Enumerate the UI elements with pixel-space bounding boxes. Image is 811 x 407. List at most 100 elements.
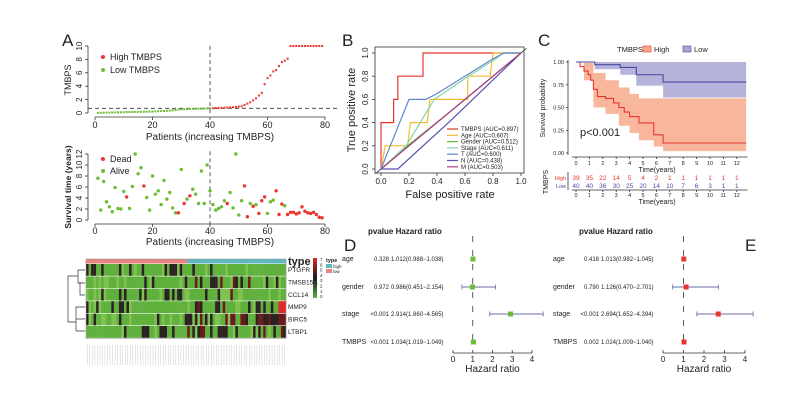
heatmap-cell	[202, 276, 206, 289]
heatmap-cell	[86, 276, 89, 289]
risk-count: 1	[735, 183, 739, 190]
heatmap-cell	[156, 326, 160, 338]
heatmap-cell	[187, 264, 190, 276]
heatmap-cell	[202, 301, 206, 313]
heatmap-cell	[192, 301, 196, 313]
hazard-ratio-marker	[470, 256, 476, 262]
heatmap-cell	[108, 288, 112, 301]
multivariate-forest-plot: pvalue Hazard ratio age 0.418 1.013(0.982−1…	[553, 227, 754, 375]
risk-point	[99, 111, 102, 114]
heatmap-cell	[116, 264, 120, 276]
heatmap-cell	[156, 301, 160, 313]
heatmap-cell	[159, 301, 163, 313]
p-value: <0.001	[580, 312, 599, 318]
heatmap-cell	[139, 301, 142, 313]
annotation-cell	[131, 259, 135, 264]
heatmap-cell	[159, 326, 163, 338]
heatmap-cell	[250, 288, 254, 301]
heatmap-cell	[192, 326, 196, 338]
colorscale-tick: 0	[320, 294, 323, 299]
heatmap-cell	[118, 264, 122, 276]
heatmap-cell	[126, 301, 130, 313]
heatmap-cell	[159, 288, 163, 301]
heatmap-cell	[242, 264, 246, 276]
heatmap-cell	[116, 301, 120, 313]
heatmap-cell	[169, 313, 173, 326]
annotation-cell	[207, 259, 211, 264]
risk-point	[306, 45, 309, 47]
risk-count: 3	[708, 183, 712, 190]
risk-count: 39	[572, 175, 580, 182]
x-tick-label: 3	[615, 161, 618, 167]
p-value: 0.002	[584, 340, 600, 346]
hazard-ratio-text: 1.024(1.009−1.040)	[601, 340, 654, 346]
annotation-legend-title: type	[326, 258, 337, 264]
heatmap-cell	[151, 276, 155, 289]
p-value: 0.972	[374, 285, 390, 291]
risk-count: 20	[639, 183, 647, 190]
annotation-cell	[96, 259, 99, 264]
heatmap-cell	[86, 301, 89, 313]
heatmap-cell	[144, 264, 147, 276]
heatmap-cell	[260, 276, 264, 289]
heatmap-cell	[275, 326, 279, 338]
heatmap-cell	[280, 326, 284, 338]
x-tick-label: 40	[205, 120, 215, 130]
dead-point	[280, 202, 284, 206]
heatmap-cell	[187, 313, 190, 326]
colorscale-tick: 1	[320, 289, 323, 294]
heatmap-cell	[283, 301, 287, 313]
dead-point	[245, 215, 250, 219]
heatmap-cell	[199, 313, 203, 326]
heatmap-cell	[121, 288, 125, 301]
heatmap-cell	[96, 301, 99, 313]
heatmap-cell	[248, 313, 251, 326]
heatmap-cell	[123, 326, 127, 338]
heatmap-cell	[134, 301, 137, 313]
heatmap-cell	[161, 313, 165, 326]
heatmap-cell	[217, 313, 221, 326]
heatmap-cell	[265, 276, 269, 289]
y-tick-label: 2	[75, 97, 84, 102]
heatmap-cell	[184, 288, 188, 301]
risk-point	[203, 107, 206, 110]
heatmap-cell	[154, 326, 158, 338]
dead-point	[142, 184, 146, 188]
annotation-cell	[225, 259, 228, 264]
risk-point	[286, 57, 289, 60]
roc-curve-age	[380, 52, 521, 170]
heatmap-cell	[260, 301, 264, 313]
risk-count: 14	[613, 175, 621, 182]
heatmap-cell	[146, 264, 150, 276]
heatmap-cell	[250, 264, 254, 276]
heatmap-cell	[207, 276, 211, 289]
gene-label: LTBP1	[288, 329, 308, 336]
heatmap-cell	[260, 288, 264, 301]
annotation-cell	[111, 259, 115, 264]
heatmap-cell	[182, 276, 185, 289]
heatmap-cell	[248, 276, 251, 289]
legend-label: N (AUC=0.438)	[461, 159, 502, 165]
risk-point	[197, 107, 200, 110]
heatmap-cell	[174, 276, 178, 289]
heatmap-cell	[253, 326, 256, 338]
heatmap-cell	[96, 326, 99, 338]
heatmap-cell	[111, 301, 115, 313]
annotation-cell	[189, 259, 193, 264]
alive-point	[116, 206, 120, 211]
x-tick-label: 0.0	[375, 177, 387, 186]
risk-point	[211, 107, 214, 110]
heatmap-cell	[204, 326, 208, 338]
x-tick-label: 1	[681, 355, 686, 364]
heatmap-cell	[146, 301, 150, 313]
dead-point	[317, 215, 321, 219]
heatmap-cell	[116, 326, 120, 338]
risk-point	[234, 105, 237, 108]
risk-point	[188, 107, 191, 110]
y-tick-label: 0.6	[361, 93, 370, 105]
risk-x-tick-label: 7	[668, 193, 671, 199]
heatmap-cell	[253, 264, 256, 276]
heatmap-cell	[144, 313, 147, 326]
heatmap-cell	[103, 326, 107, 338]
heatmap-cell	[270, 276, 274, 289]
